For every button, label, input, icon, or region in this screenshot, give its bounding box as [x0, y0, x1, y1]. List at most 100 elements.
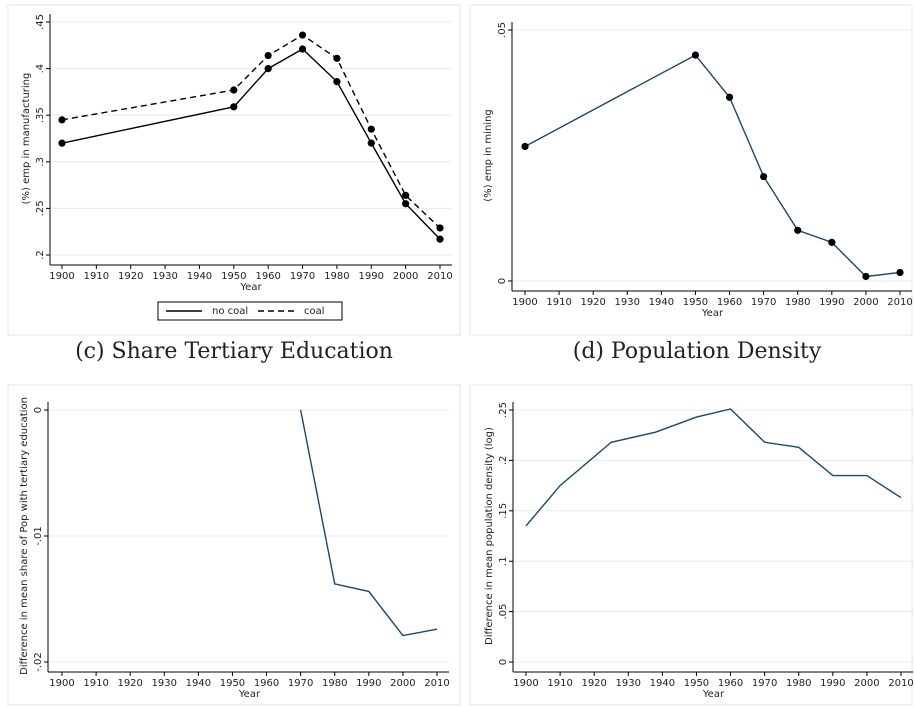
x-tick-label: 1940	[649, 297, 674, 308]
x-tick-label: 1930	[152, 271, 177, 282]
x-tick-label: 1950	[684, 678, 709, 689]
panel-frame	[469, 384, 913, 706]
panel-frame	[469, 4, 913, 336]
data-point	[58, 139, 66, 147]
data-point	[436, 235, 444, 243]
y-tick-label: .35	[35, 107, 46, 123]
x-tick-label: 1910	[84, 271, 109, 282]
data-point	[58, 116, 66, 124]
x-tick-label: 1910	[83, 678, 108, 689]
legend-label: no coal	[212, 306, 248, 317]
x-tick-label: 1940	[187, 271, 212, 282]
data-point	[367, 139, 375, 147]
x-tick-label: 1960	[718, 678, 743, 689]
x-tick-label: 1940	[650, 678, 675, 689]
data-point	[725, 93, 734, 101]
x-tick-label: 1900	[49, 678, 74, 689]
x-tick-label: 1920	[118, 271, 143, 282]
x-tick-label: 1970	[290, 271, 315, 282]
data-point	[230, 103, 238, 111]
panel-frame	[7, 4, 461, 336]
y-tick-label: .1	[498, 556, 509, 566]
x-tick-label: 1980	[786, 678, 811, 689]
x-tick-label: 1980	[324, 271, 349, 282]
x-tick-label: 1970	[288, 678, 313, 689]
x-tick-label: 1930	[152, 678, 177, 689]
x-tick-label: 1910	[546, 297, 571, 308]
data-point	[760, 172, 768, 181]
legend-label: coal	[304, 306, 325, 317]
x-tick-label: 1920	[580, 297, 605, 308]
y-tick-label: 0	[498, 659, 509, 665]
data-line	[61, 48, 441, 240]
y-tick-label: .2	[498, 456, 509, 466]
x-tick-label: 1970	[751, 297, 776, 308]
y-tick-label: .25	[498, 402, 509, 418]
data-point	[264, 51, 272, 60]
data-point	[862, 272, 870, 281]
y-axis-label: (%) emp in mining	[483, 109, 494, 202]
x-tick-label: 1910	[547, 678, 572, 689]
data-point	[367, 125, 375, 133]
y-tick-label: -.02	[33, 652, 44, 672]
y-axis-label: Difference in mean share of Pop with ter…	[19, 397, 30, 675]
y-tick-label: -.01	[33, 526, 44, 546]
y-tick-label: .05	[497, 22, 508, 38]
x-tick-label: 1940	[186, 678, 211, 689]
x-axis-label: Year	[702, 689, 725, 700]
y-tick-label: .15	[498, 503, 509, 519]
x-tick-label: 1900	[513, 678, 538, 689]
x-tick-label: 1930	[616, 678, 641, 689]
data-point	[402, 200, 410, 208]
data-point	[896, 268, 904, 277]
x-tick-label: 1990	[819, 297, 844, 308]
data-point	[264, 65, 272, 73]
data-line	[524, 54, 901, 278]
data-point	[436, 224, 444, 232]
y-tick-label: 0	[497, 278, 508, 284]
x-tick-label: 1920	[117, 678, 142, 689]
y-tick-label: .4	[35, 64, 46, 74]
x-tick-label: 1950	[221, 271, 246, 282]
x-tick-label: 1970	[752, 678, 777, 689]
y-tick-label: 0	[33, 407, 44, 413]
data-point	[521, 142, 529, 151]
x-tick-label: 1950	[683, 297, 708, 308]
x-tick-label: 2000	[853, 297, 878, 308]
x-tick-label: 2000	[393, 271, 418, 282]
x-tick-label: 2010	[424, 678, 449, 689]
x-tick-label: 1920	[581, 678, 606, 689]
legend-box	[157, 301, 343, 321]
data-point	[691, 51, 700, 59]
x-tick-label: 2010	[887, 297, 912, 308]
data-line	[61, 34, 441, 229]
x-tick-label: 2000	[854, 678, 879, 689]
data-point	[298, 31, 307, 39]
data-point	[794, 226, 802, 234]
x-tick-label: 1990	[356, 678, 381, 689]
y-axis-label: (%) emp in manufacturing	[21, 73, 32, 205]
data-point	[298, 45, 307, 53]
x-tick-label: 1900	[512, 297, 537, 308]
x-tick-label: 1980	[785, 297, 810, 308]
data-point	[402, 191, 410, 199]
x-tick-label: 2010	[888, 678, 913, 689]
data-point	[828, 238, 836, 246]
data-point	[333, 54, 341, 62]
x-tick-label: 1900	[49, 271, 74, 282]
data-point	[230, 86, 238, 94]
x-tick-label: 1950	[220, 678, 245, 689]
data-point	[333, 78, 341, 86]
x-tick-label: 1960	[254, 678, 279, 689]
x-tick-label: 2000	[390, 678, 415, 689]
panel-frame	[7, 384, 461, 706]
data-line	[299, 409, 438, 637]
x-axis-label: Year	[239, 282, 262, 293]
panel-caption: (d) Population Density	[573, 339, 822, 364]
y-tick-label: .25	[35, 200, 46, 216]
y-axis-label: Difference in mean population density (l…	[484, 427, 495, 645]
x-tick-label: 1990	[820, 678, 845, 689]
y-tick-label: .05	[498, 604, 509, 620]
x-tick-label: 1990	[359, 271, 384, 282]
